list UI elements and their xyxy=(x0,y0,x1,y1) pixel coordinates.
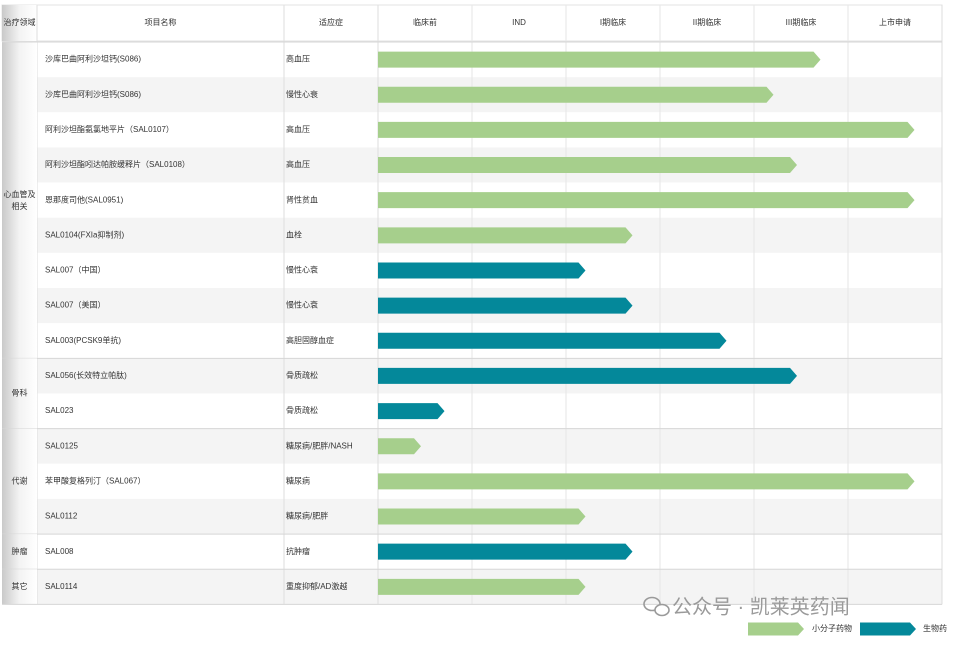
project-name: SAL0125 xyxy=(45,441,78,450)
project-name: SAL008 xyxy=(45,547,74,556)
area-label: 骨科 xyxy=(12,388,28,398)
watermark-text: 公众号 · 凯莱英药闻 xyxy=(672,595,850,618)
stage-header: I期临床 xyxy=(600,17,626,27)
indication: 血栓 xyxy=(286,229,302,239)
progress-bar xyxy=(378,227,633,244)
indication: 糖尿病/肥胖/NASH xyxy=(286,440,353,450)
stage-header: 临床前 xyxy=(413,17,437,27)
legend-label: 生物药 xyxy=(923,623,947,633)
column-header-indication: 适应症 xyxy=(319,17,343,27)
project-name: SAL007（美国） xyxy=(45,300,105,310)
indication: 慢性心衰 xyxy=(286,300,318,310)
stage-header: III期临床 xyxy=(786,17,817,27)
project-name: 阿利沙坦酯吲达帕胺缓释片（SAL0108） xyxy=(45,159,190,169)
area-label: 代谢 xyxy=(12,475,28,485)
indication: 骨质疏松 xyxy=(286,405,318,415)
area-label: 肿瘤 xyxy=(12,546,28,556)
indication: 重度抑郁/AD激越 xyxy=(286,581,347,591)
progress-bar xyxy=(378,121,915,138)
progress-bar xyxy=(378,86,774,103)
project-name: 阿利沙坦酯氨氯地平片（SAL0107） xyxy=(45,124,174,134)
project-name: 沙库巴曲阿利沙坦钙(S086) xyxy=(45,54,141,64)
indication: 高血压 xyxy=(286,54,310,64)
stage-header: IND xyxy=(512,18,526,27)
indication: 高血压 xyxy=(286,159,310,169)
indication: 高胆固醇血症 xyxy=(286,335,334,345)
legend-label: 小分子药物 xyxy=(812,623,852,633)
project-name: 沙库巴曲阿利沙坦钙(S086) xyxy=(45,89,141,99)
legend-swatch xyxy=(748,622,804,636)
area-cell xyxy=(2,534,37,570)
indication: 慢性心衰 xyxy=(286,89,318,99)
area-cell xyxy=(2,42,37,359)
project-name: 恩那度司他(SAL0951) xyxy=(45,194,124,204)
header-area-cell xyxy=(2,5,37,41)
wechat-icon-bubble-small xyxy=(654,603,670,617)
progress-bar xyxy=(378,473,915,490)
indication: 糖尿病 xyxy=(286,475,310,485)
area-cell xyxy=(2,569,37,605)
project-name: SAL003(PCSK9单抗) xyxy=(45,335,121,345)
progress-bar xyxy=(378,508,586,525)
area-label: 心血管及相关 xyxy=(4,189,36,211)
progress-bar xyxy=(378,403,445,420)
legend-swatch xyxy=(860,622,916,636)
stage-header: 上市申请 xyxy=(879,17,911,27)
project-name: SAL0104(FXIa抑制剂) xyxy=(45,229,124,239)
table-row xyxy=(37,428,942,464)
column-header-area: 治疗领域 xyxy=(4,17,36,27)
progress-bar xyxy=(378,192,915,209)
progress-bar xyxy=(378,543,633,560)
indication: 慢性心衰 xyxy=(286,265,318,275)
progress-bar xyxy=(378,262,586,279)
indication: 高血压 xyxy=(286,124,310,134)
indication: 糖尿病/肥胖 xyxy=(286,511,328,521)
column-header-name: 项目名称 xyxy=(145,17,177,27)
area-cell xyxy=(2,358,37,429)
area-label: 其它 xyxy=(12,581,28,591)
project-name: SAL0114 xyxy=(45,582,78,591)
progress-bar xyxy=(378,297,633,314)
project-name: SAL056(长效特立帕肽) xyxy=(45,370,127,380)
project-name: SAL0112 xyxy=(45,512,78,521)
project-name: 苯甲酸复格列汀（SAL067） xyxy=(45,475,145,485)
indication: 肾性贫血 xyxy=(286,194,318,204)
progress-bar xyxy=(378,578,586,595)
progress-bar xyxy=(378,51,821,68)
progress-bar xyxy=(378,367,797,384)
indication: 骨质疏松 xyxy=(286,370,318,380)
wechat-icon xyxy=(643,596,670,617)
progress-bar xyxy=(378,332,727,349)
progress-bar xyxy=(378,438,421,455)
indication: 抗肿瘤 xyxy=(286,546,310,556)
project-name: SAL023 xyxy=(45,406,74,415)
table-row xyxy=(37,393,942,429)
progress-bar xyxy=(378,157,797,174)
project-name: SAL007（中国） xyxy=(45,265,105,275)
stage-header: II期临床 xyxy=(693,17,721,27)
area-cell xyxy=(2,428,37,535)
